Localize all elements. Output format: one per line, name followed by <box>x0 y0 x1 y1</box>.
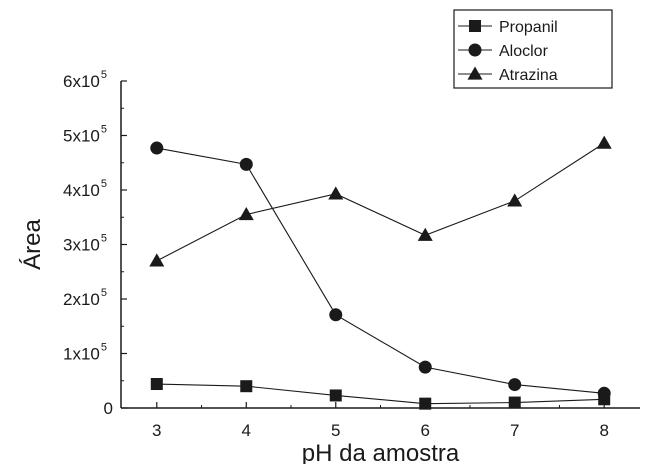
legend-marker-atrazina <box>467 66 483 80</box>
y-ticks: 0 1x105 2x105 3x105 4x105 5x105 6x105 <box>63 69 127 418</box>
series-line-atrazina <box>156 142 605 262</box>
x-tick-label: 6 <box>421 421 430 440</box>
data-point-propanil <box>329 389 342 402</box>
data-point-atrazina <box>238 207 254 221</box>
data-point-atrazina <box>596 135 612 149</box>
data-point-atrazina <box>417 227 433 241</box>
data-point-atrazina <box>328 186 344 200</box>
x-tick-label: 5 <box>331 421 340 440</box>
y-tick-label: 4x105 <box>63 178 107 200</box>
series-layer <box>149 135 612 410</box>
legend-label-atrazina: Atrazina <box>499 67 558 84</box>
data-point-aloclor <box>329 308 343 322</box>
data-point-aloclor <box>239 157 253 171</box>
x-ticks: 3 4 5 6 7 8 <box>152 402 609 440</box>
legend-marker-propanil <box>469 20 481 32</box>
data-point-aloclor <box>150 141 164 155</box>
series-propanil <box>150 378 611 410</box>
series-line-aloclor <box>156 147 605 394</box>
y-tick-label: 1x105 <box>63 342 107 364</box>
y-tick-label: 0 <box>104 399 113 418</box>
series-aloclor <box>150 141 611 400</box>
data-point-atrazina <box>507 193 523 207</box>
legend-box <box>453 9 613 89</box>
x-axis-title: pH da amostra <box>302 440 460 464</box>
data-point-aloclor <box>597 386 611 400</box>
y-axis-title: Área <box>19 219 46 270</box>
data-point-propanil <box>150 378 163 391</box>
legend-item-aloclor: Aloclor <box>458 43 549 60</box>
x-tick-label: 3 <box>152 421 161 440</box>
legend-label-propanil: Propanil <box>499 19 558 36</box>
data-point-propanil <box>240 380 253 393</box>
y-tick-label: 3x105 <box>63 233 107 255</box>
y-tick-label: 6x105 <box>63 69 107 91</box>
data-point-propanil <box>419 397 432 410</box>
legend-marker-aloclor <box>468 43 482 57</box>
x-tick-label: 4 <box>242 421 251 440</box>
legend-item-atrazina: Atrazina <box>458 66 558 84</box>
legend-items: Propanil Aloclor Atrazina <box>458 19 558 84</box>
legend: Propanil Aloclor Atrazina <box>453 9 613 89</box>
data-point-aloclor <box>418 360 432 374</box>
data-point-atrazina <box>149 253 165 267</box>
series-line-propanil <box>156 383 605 405</box>
data-point-propanil <box>508 396 521 409</box>
y-tick-label: 5x105 <box>63 124 107 146</box>
x-tick-label: 8 <box>599 421 608 440</box>
data-point-aloclor <box>508 378 522 392</box>
y-tick-label: 2x105 <box>63 287 107 309</box>
x-tick-label: 7 <box>510 421 519 440</box>
legend-item-propanil: Propanil <box>458 19 558 36</box>
legend-label-aloclor: Aloclor <box>499 43 549 60</box>
chart-axes <box>120 81 640 409</box>
series-atrazina <box>149 135 612 267</box>
